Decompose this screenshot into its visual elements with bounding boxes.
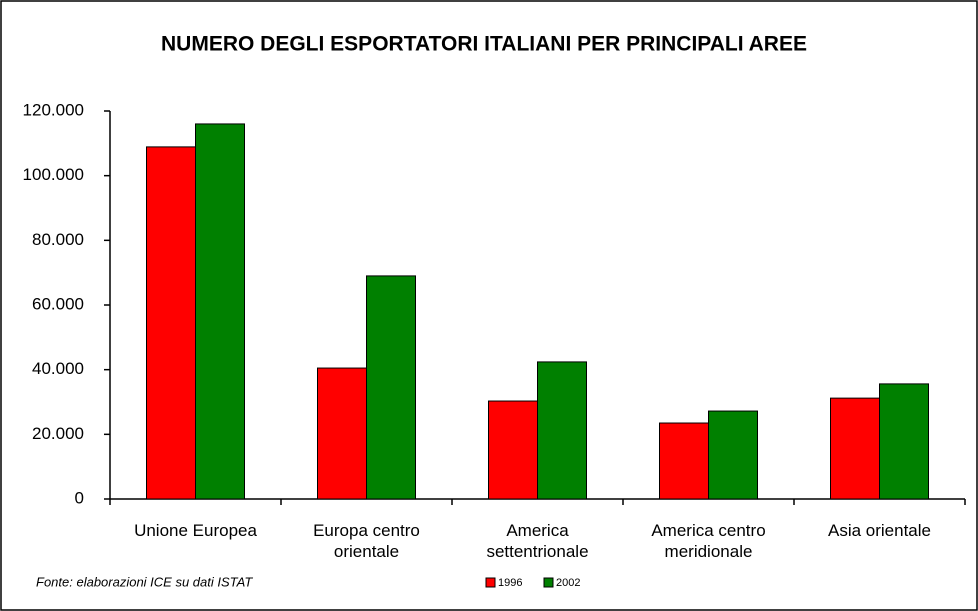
bar [659,422,709,500]
bar [146,146,196,500]
x-tick-label: America settentrionale [486,521,589,561]
legend-swatch [485,577,496,588]
y-tick-label: 100.000 [23,165,84,184]
x-tick-label: Unione Europea [134,521,257,540]
x-tick-label: America centro meridionale [651,521,766,561]
bar [195,123,245,500]
x-tick-label: Europa centro orientale [313,521,420,561]
bar [830,397,880,500]
source-note: Fonte: elaborazioni ICE su dati ISTAT [36,574,253,589]
bar [879,383,929,500]
bar [366,275,416,500]
y-tick-label: 80.000 [32,230,84,249]
bar [488,400,538,500]
x-tick-label: Asia orientale [827,521,931,540]
legend-swatch [543,577,554,588]
y-tick-label: 40.000 [32,359,84,378]
y-tick-label: 120.000 [23,100,84,119]
legend-label: 2002 [556,577,580,589]
y-tick-label: 20.000 [32,424,84,443]
legend-label: 1996 [498,577,522,589]
bar [708,410,758,500]
bar [317,367,367,500]
chart-title: NUMERO DEGLI ESPORTATORI ITALIANI PER PR… [161,33,807,56]
bar [537,361,587,500]
y-tick-label: 60.000 [32,294,84,313]
y-tick-label: 0 [75,488,84,507]
